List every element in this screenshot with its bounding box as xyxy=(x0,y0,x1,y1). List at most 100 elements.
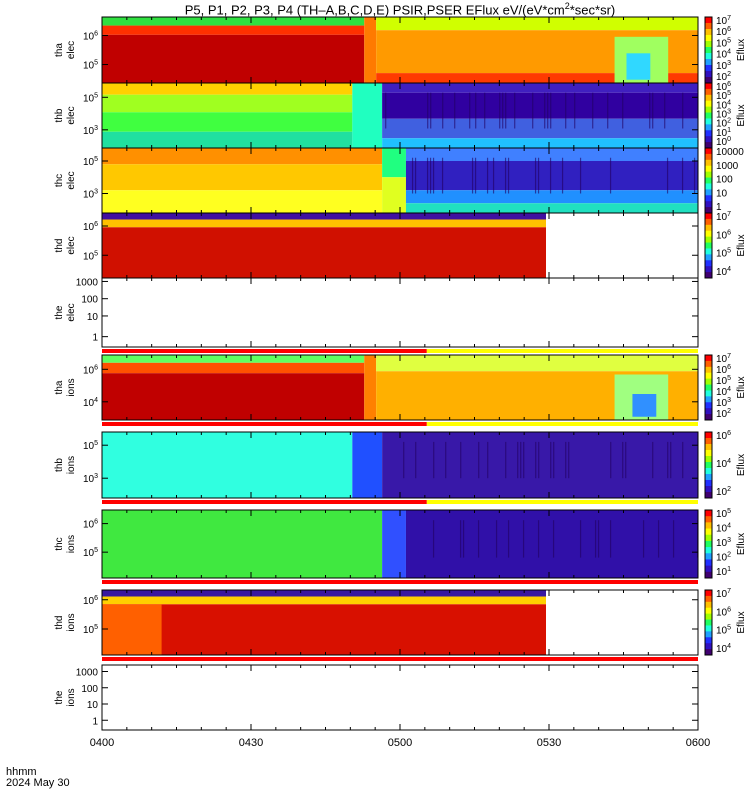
thc-ions-noise-3 xyxy=(477,520,480,558)
tha-ions-heat-cell-3 xyxy=(364,355,377,420)
chart-title-suffix: *sec*sr) xyxy=(569,2,616,18)
thc-ions-colorbar-seg-5 xyxy=(705,540,712,548)
thc-elec-colorbar-label-0: 10000 xyxy=(716,147,744,158)
thb-elec-noise-6 xyxy=(475,92,477,129)
thc-ions-noise-15 xyxy=(672,520,675,558)
thb-elec-colorbar-seg-7 xyxy=(705,124,712,131)
thb-ions-noise-22 xyxy=(670,441,672,479)
thc-ions-colorbar-seg-4 xyxy=(705,534,712,542)
thd-elec-colorbar-seg-10 xyxy=(705,272,712,279)
the-ions-frame xyxy=(101,664,699,731)
thb-elec-noise-7 xyxy=(484,92,486,129)
thb-elec-colorbar-seg-5 xyxy=(705,112,712,119)
chart-title-prefix: P5, P1, P2, P3, P4 (TH–A,B,C,D,E) PSIR,P… xyxy=(184,2,565,18)
thd-ions-colorbar-seg-0 xyxy=(705,590,712,597)
x-tick-label-2: 0500 xyxy=(388,737,412,749)
thc-elec-colorbar-label-3: 10 xyxy=(716,188,728,199)
thb-elec-noise-19 xyxy=(607,92,609,129)
thc-elec-heat-cell-4 xyxy=(382,177,406,213)
thb-ions-noise-15 xyxy=(565,441,567,479)
thc-ions-noise-11 xyxy=(597,520,600,558)
tha-ions-heat-cell-2 xyxy=(102,373,365,420)
tha-elec-colorbar-label-4: 103 xyxy=(716,60,731,72)
thb-ions-noise-10 xyxy=(523,441,525,479)
thb-elec-noise-12 xyxy=(532,92,534,129)
thc-ions-noise-7 xyxy=(537,520,540,558)
thd-elec-colorbar-label-0: 107 xyxy=(716,211,731,223)
thd-ions-heat-cell-0 xyxy=(102,590,547,597)
thc-elec-colorbar-label-1: 1000 xyxy=(716,161,739,172)
chart-title-superscript: 2 xyxy=(564,1,570,11)
tha-elec-ylabel-top: tha xyxy=(54,43,65,57)
x-tick-label-4: 0600 xyxy=(686,737,710,749)
thd-ions-ytick-label-0: 106 xyxy=(83,595,98,607)
thc-elec-heat-cell-3 xyxy=(382,148,406,178)
thc-elec-noise-18 xyxy=(666,157,669,194)
thb-ions-noise-23 xyxy=(682,441,684,479)
tha-elec-heat-cell-2 xyxy=(102,34,365,83)
thc-ions-noise-12 xyxy=(609,520,612,558)
thc-elec-noise-8 xyxy=(486,157,489,194)
the-elec-ytick-label-0: 1000 xyxy=(76,277,99,288)
tha-ions-ytick-label-1: 104 xyxy=(83,397,98,409)
thb-elec-heat-cell-7 xyxy=(382,118,698,139)
thb-ions-colorbar-title: Eflux xyxy=(736,454,747,476)
thd-ions-ytick-label-1: 105 xyxy=(83,624,98,636)
the-ions-ylabel-bottom: ions xyxy=(66,688,77,706)
tha-elec-heat-cell-4 xyxy=(376,17,698,31)
thb-elec-noise-2 xyxy=(430,92,432,129)
thc-elec-colorbar-seg-5 xyxy=(705,177,712,184)
thb-ions-noise-6 xyxy=(487,441,489,479)
thb-ions-colorbar-label-0: 106 xyxy=(716,430,731,442)
thc-ions-heat-cell-0 xyxy=(102,510,383,578)
the-ions-ytick-label-0: 1000 xyxy=(76,668,99,679)
tha-ions-colorbar-label-3: 104 xyxy=(716,386,731,398)
thc-elec-colorbar-seg-4 xyxy=(705,171,712,179)
thb-elec-noise-17 xyxy=(574,92,576,129)
thc-elec-noise-0 xyxy=(411,157,414,194)
thb-ions-noise-16 xyxy=(568,441,570,479)
the-elec-ylabel-bottom: elec xyxy=(66,303,77,321)
thc-elec-noise-4 xyxy=(432,157,435,194)
thb-elec-heat-cell-0 xyxy=(102,83,353,95)
thd-elec-colorbar-seg-4 xyxy=(705,236,712,244)
the-elec-status-bar-0 xyxy=(102,349,427,353)
thc-ions-colorbar-seg-7 xyxy=(705,553,712,560)
thd-elec-colorbar-label-3: 104 xyxy=(716,266,731,278)
thc-ions-ylabel-bottom: ions xyxy=(66,535,77,553)
thb-ions-noise-19 xyxy=(625,441,627,479)
thb-ions-colorbar-seg-2 xyxy=(705,444,712,451)
thc-ions-colorbar-seg-2 xyxy=(705,522,712,530)
tha-elec-colorbar-seg-7 xyxy=(705,59,712,66)
thb-ions-colorbar-seg-9 xyxy=(705,486,712,493)
thb-ions-status-bar-0 xyxy=(102,500,427,504)
thb-ions-noise-7 xyxy=(505,441,507,479)
thc-ions-colorbar-seg-8 xyxy=(705,559,712,567)
thb-elec-ytick-label-0: 105 xyxy=(83,92,98,104)
tha-ions-colorbar-seg-7 xyxy=(705,396,712,403)
thb-ions-colorbar-seg-3 xyxy=(705,450,712,457)
thb-elec-heat-cell-8 xyxy=(382,138,698,148)
the-elec-ytick-label-1: 100 xyxy=(81,295,98,306)
tha-elec-heat-cell-1 xyxy=(102,25,365,35)
thd-elec-colorbar-seg-5 xyxy=(705,242,712,249)
tha-elec-ytick-label-0: 106 xyxy=(83,30,98,42)
thd-ions-colorbar-title: Eflux xyxy=(736,611,747,633)
thb-elec-colorbar-seg-1 xyxy=(705,88,712,96)
thb-elec-colorbar-label-3: 103 xyxy=(716,109,731,121)
tha-ions-heat-cell-1 xyxy=(102,362,365,374)
thd-ions-status-bar-0 xyxy=(102,657,698,661)
thc-elec-ytick-label-0: 105 xyxy=(83,156,98,168)
thc-elec-noise-20 xyxy=(693,157,696,194)
thd-ions-heat-cell-4 xyxy=(546,590,698,655)
thb-ions-colorbar-seg-6 xyxy=(705,468,712,475)
thb-ions-colorbar-seg-5 xyxy=(705,462,712,469)
thc-ions-colorbar-title: Eflux xyxy=(736,533,747,555)
tha-ions-colorbar-seg-1 xyxy=(705,360,712,368)
tha-elec-colorbar-seg-3 xyxy=(705,35,712,42)
tha-ions-ytick-label-0: 106 xyxy=(83,364,98,376)
thb-elec-noise-18 xyxy=(592,92,594,129)
thc-elec-noise-12 xyxy=(534,157,537,194)
thc-elec-ytick-label-1: 103 xyxy=(83,189,98,201)
thc-ions-noise-8 xyxy=(552,520,555,558)
